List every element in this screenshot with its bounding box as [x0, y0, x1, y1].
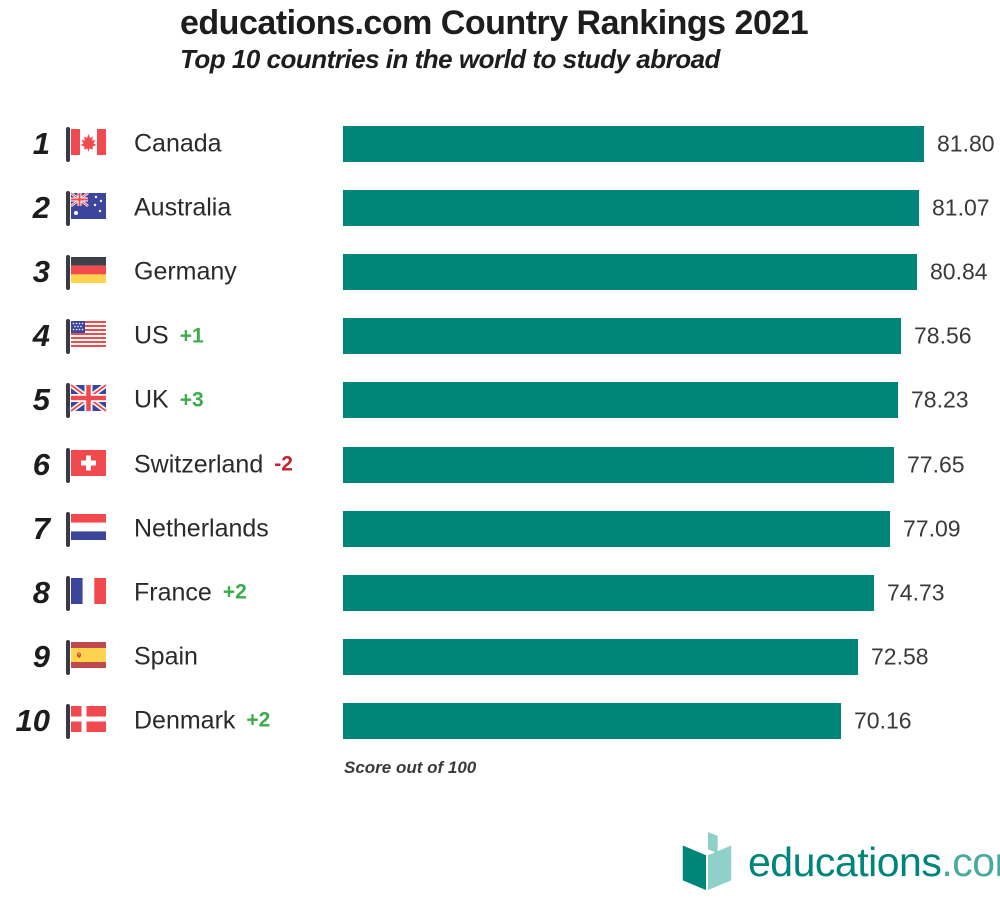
country-label: France +2 — [134, 578, 247, 607]
flag-us-icon — [62, 316, 108, 356]
chart-title: educations.com Country Rankings 2021 — [180, 4, 809, 42]
score-value: 81.80 — [937, 130, 995, 157]
country-name: Germany — [134, 257, 237, 286]
rank-number: 1 — [32, 126, 50, 161]
logo-text-suffix: .com — [941, 838, 1000, 885]
flag-france-icon — [62, 573, 108, 613]
score-bar — [343, 638, 858, 675]
country-name: Canada — [134, 129, 222, 158]
country-name: Switzerland — [134, 450, 264, 478]
rank-change: -2 — [274, 452, 293, 476]
country-label: Canada — [134, 130, 222, 159]
ranking-row: 2 Australia 81.07 — [0, 176, 1000, 240]
ranking-row: 5 UK +3 78.23 — [0, 368, 1000, 432]
country-name: US — [134, 321, 169, 350]
rank-number: 8 — [32, 574, 50, 610]
logo-text-main: educations — [748, 838, 942, 885]
flag-uk-icon — [62, 380, 108, 420]
flag-canada-icon — [62, 124, 108, 164]
ranking-row: 9 Spain 72.58 — [0, 625, 1000, 689]
rank-number: 10 — [15, 702, 50, 738]
country-name: Denmark — [134, 706, 236, 735]
rank-number: 2 — [32, 190, 50, 226]
flag-switzerland-icon — [62, 445, 108, 485]
score-value: 77.65 — [907, 451, 965, 477]
rank-change: +1 — [179, 324, 204, 348]
rank-number: 6 — [32, 446, 50, 482]
rank-change: +2 — [222, 580, 247, 604]
ranking-row: 8 France +2 74.73 — [0, 561, 1000, 625]
country-label: Australia — [134, 194, 231, 223]
country-label: Denmark +2 — [134, 706, 270, 735]
score-bar — [343, 126, 924, 162]
logo-wordmark: educations.com — [748, 839, 1000, 886]
country-label: Spain — [134, 642, 198, 671]
educations-logo: educations.com — [676, 830, 1000, 894]
score-bar — [343, 190, 919, 227]
rank-number: 9 — [32, 638, 50, 674]
score-value: 81.07 — [932, 194, 990, 221]
score-value: 80.84 — [930, 258, 988, 285]
rank-number: 3 — [32, 254, 50, 290]
ranking-row: 10 Denmark +2 70.16 — [0, 689, 1000, 753]
score-bar — [343, 574, 874, 611]
ranking-row: 4 US +1 78.56 — [0, 304, 1000, 368]
score-value: 78.23 — [911, 386, 969, 413]
score-value: 70.16 — [854, 707, 912, 734]
rank-change: +2 — [246, 708, 271, 732]
flag-netherlands-icon — [62, 509, 108, 549]
score-value: 77.09 — [903, 515, 961, 542]
score-bar — [343, 446, 894, 483]
flag-spain-icon — [62, 637, 108, 677]
flag-australia-icon — [62, 188, 108, 228]
country-name: Spain — [134, 642, 198, 671]
open-book-icon — [676, 830, 738, 894]
rank-number: 5 — [32, 382, 50, 418]
rank-number: 4 — [32, 318, 50, 354]
score-value: 78.56 — [914, 322, 972, 349]
score-bar — [343, 254, 917, 291]
country-label: Switzerland -2 — [134, 450, 293, 479]
ranking-row: 6 Switzerland -2 77.65 — [0, 433, 1000, 497]
country-label: UK +3 — [134, 386, 204, 415]
country-label: Netherlands — [134, 514, 269, 543]
flag-denmark-icon — [62, 701, 108, 741]
score-bar — [343, 510, 890, 547]
score-value: 74.73 — [887, 579, 945, 606]
score-bar — [343, 318, 901, 355]
country-label: US +1 — [134, 322, 204, 351]
rank-change: +3 — [179, 388, 204, 412]
ranking-row: 1 Canada 81.80 — [0, 112, 1000, 176]
ranking-row: 3 Germany 80.84 — [0, 240, 1000, 304]
country-name: Australia — [134, 193, 232, 222]
ranking-row: 7 Netherlands 77.09 — [0, 497, 1000, 561]
header: educations.com Country Rankings 2021 Top… — [180, 4, 809, 75]
score-bar — [343, 702, 841, 739]
score-bar — [343, 382, 898, 419]
score-footnote: Score out of 100 — [344, 758, 477, 777]
flag-germany-icon — [62, 252, 108, 292]
rank-number: 7 — [32, 510, 50, 546]
country-name: France — [134, 578, 212, 607]
country-label: Germany — [134, 258, 237, 287]
country-name: UK — [134, 385, 169, 414]
chart-subtitle: Top 10 countries in the world to study a… — [180, 44, 720, 74]
score-value: 72.58 — [871, 643, 929, 670]
country-name: Netherlands — [134, 514, 269, 543]
